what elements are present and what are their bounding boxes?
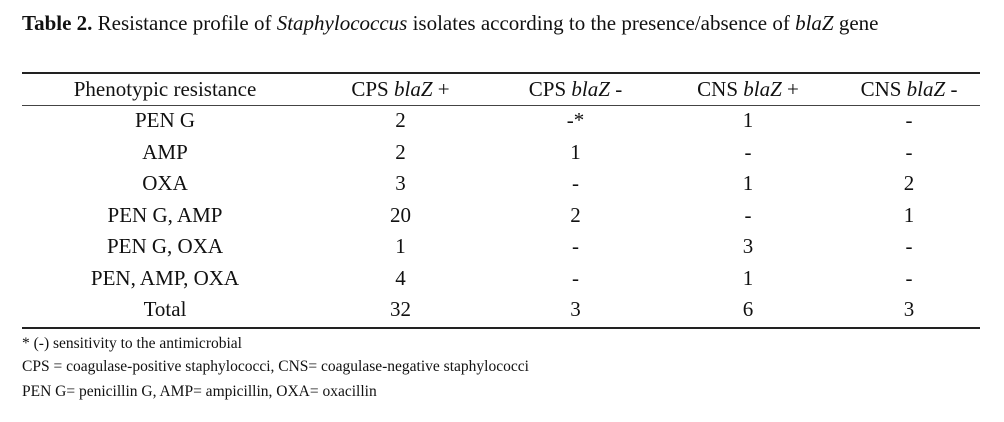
cell-cps-blaz-positive: 2 xyxy=(395,139,406,164)
caption-genus: Staphylococcus xyxy=(276,11,408,35)
table-total-row: Total 32 3 6 3 xyxy=(22,294,980,326)
resistance-table: Phenotypic resistance CPS blaZ + CPS bla… xyxy=(22,74,980,326)
header-cps-blaz-negative: CPS blaZ - xyxy=(528,77,623,101)
cell-cns-blaz-negative: - xyxy=(905,234,913,258)
cell-cns-blaz-negative: 2 xyxy=(903,171,915,195)
cell-cns-blaz-negative: - xyxy=(905,108,913,132)
row-label: PEN G xyxy=(134,108,196,132)
table-bottom-rule xyxy=(22,327,980,329)
table-row: PEN G, OXA 1 - 3 - xyxy=(22,231,980,263)
caption-gene: blaZ xyxy=(795,11,834,35)
caption-text-1: Resistance profile of xyxy=(92,11,277,35)
caption-text-3: gene xyxy=(833,11,879,35)
cell-cns-blaz-negative: 1 xyxy=(903,202,915,227)
table-row: AMP 2 1 - - xyxy=(22,137,980,169)
table-header-row: Phenotypic resistance CPS blaZ + CPS bla… xyxy=(22,74,980,105)
cell-cps-blaz-positive: 1 xyxy=(395,234,406,258)
table-top-rule xyxy=(22,72,980,74)
cell-cns-blaz-negative: 3 xyxy=(903,297,915,321)
cell-cps-blaz-negative: 3 xyxy=(570,297,581,321)
footnote-abbreviations-antibiotics: PEN G= penicillin G, AMP= ampicillin, OX… xyxy=(22,383,377,400)
row-label: OXA xyxy=(142,171,188,195)
cell-cns-blaz-negative: - xyxy=(905,139,913,164)
table-header-rule xyxy=(22,105,980,106)
footnote-abbreviations-cps-cns: CPS = coagulase-positive staphylococci, … xyxy=(22,358,529,375)
row-label: PEN G, AMP xyxy=(107,202,223,227)
table-caption: Table 2. Resistance profile of Staphyloc… xyxy=(22,8,982,39)
cell-cps-blaz-negative: - xyxy=(572,234,579,258)
row-label: Total xyxy=(143,297,187,321)
cell-cns-blaz-positive: 6 xyxy=(742,297,754,321)
cell-cps-blaz-negative: 2 xyxy=(570,202,581,227)
cell-cns-blaz-positive: - xyxy=(744,202,752,227)
row-label: PEN, AMP, OXA xyxy=(90,265,240,290)
cell-cps-blaz-positive: 3 xyxy=(395,171,406,195)
header-cns-blaz-positive: CNS blaZ + xyxy=(697,77,799,101)
table-row: PEN G 2 -* 1 - xyxy=(22,105,980,137)
cell-cps-blaz-positive: 4 xyxy=(395,265,406,290)
cell-cps-blaz-negative: 1 xyxy=(570,139,581,164)
table-row: PEN G, AMP 20 2 - 1 xyxy=(22,200,980,232)
cell-cps-blaz-positive: 2 xyxy=(395,108,406,132)
cell-cns-blaz-positive: - xyxy=(744,139,752,164)
cell-cns-blaz-positive: 3 xyxy=(742,234,754,258)
table-row: OXA 3 - 1 2 xyxy=(22,168,980,200)
cell-cps-blaz-positive: 32 xyxy=(390,297,411,321)
cell-cns-blaz-positive: 1 xyxy=(742,265,754,290)
cell-cns-blaz-positive: 1 xyxy=(742,171,754,195)
cell-cns-blaz-negative: - xyxy=(905,265,913,290)
cell-cps-blaz-positive: 20 xyxy=(390,202,411,227)
caption-text-2: isolates according to the presence/absen… xyxy=(407,11,796,35)
footnote-sensitivity: * (-) sensitivity to the antimicrobial xyxy=(22,335,242,352)
caption-label: Table 2. xyxy=(22,11,93,35)
row-label: PEN G, OXA xyxy=(106,234,224,258)
header-cps-blaz-positive: CPS blaZ + xyxy=(351,77,450,101)
cell-cns-blaz-positive: 1 xyxy=(742,108,754,132)
cell-cps-blaz-negative: - xyxy=(572,171,579,195)
cell-cps-blaz-negative: -* xyxy=(566,108,585,132)
header-cns-blaz-negative: CNS blaZ - xyxy=(860,77,958,101)
header-phenotypic-resistance: Phenotypic resistance xyxy=(73,77,257,101)
row-label: AMP xyxy=(142,139,188,164)
table-row: PEN, AMP, OXA 4 - 1 - xyxy=(22,263,980,295)
cell-cps-blaz-negative: - xyxy=(572,265,579,290)
